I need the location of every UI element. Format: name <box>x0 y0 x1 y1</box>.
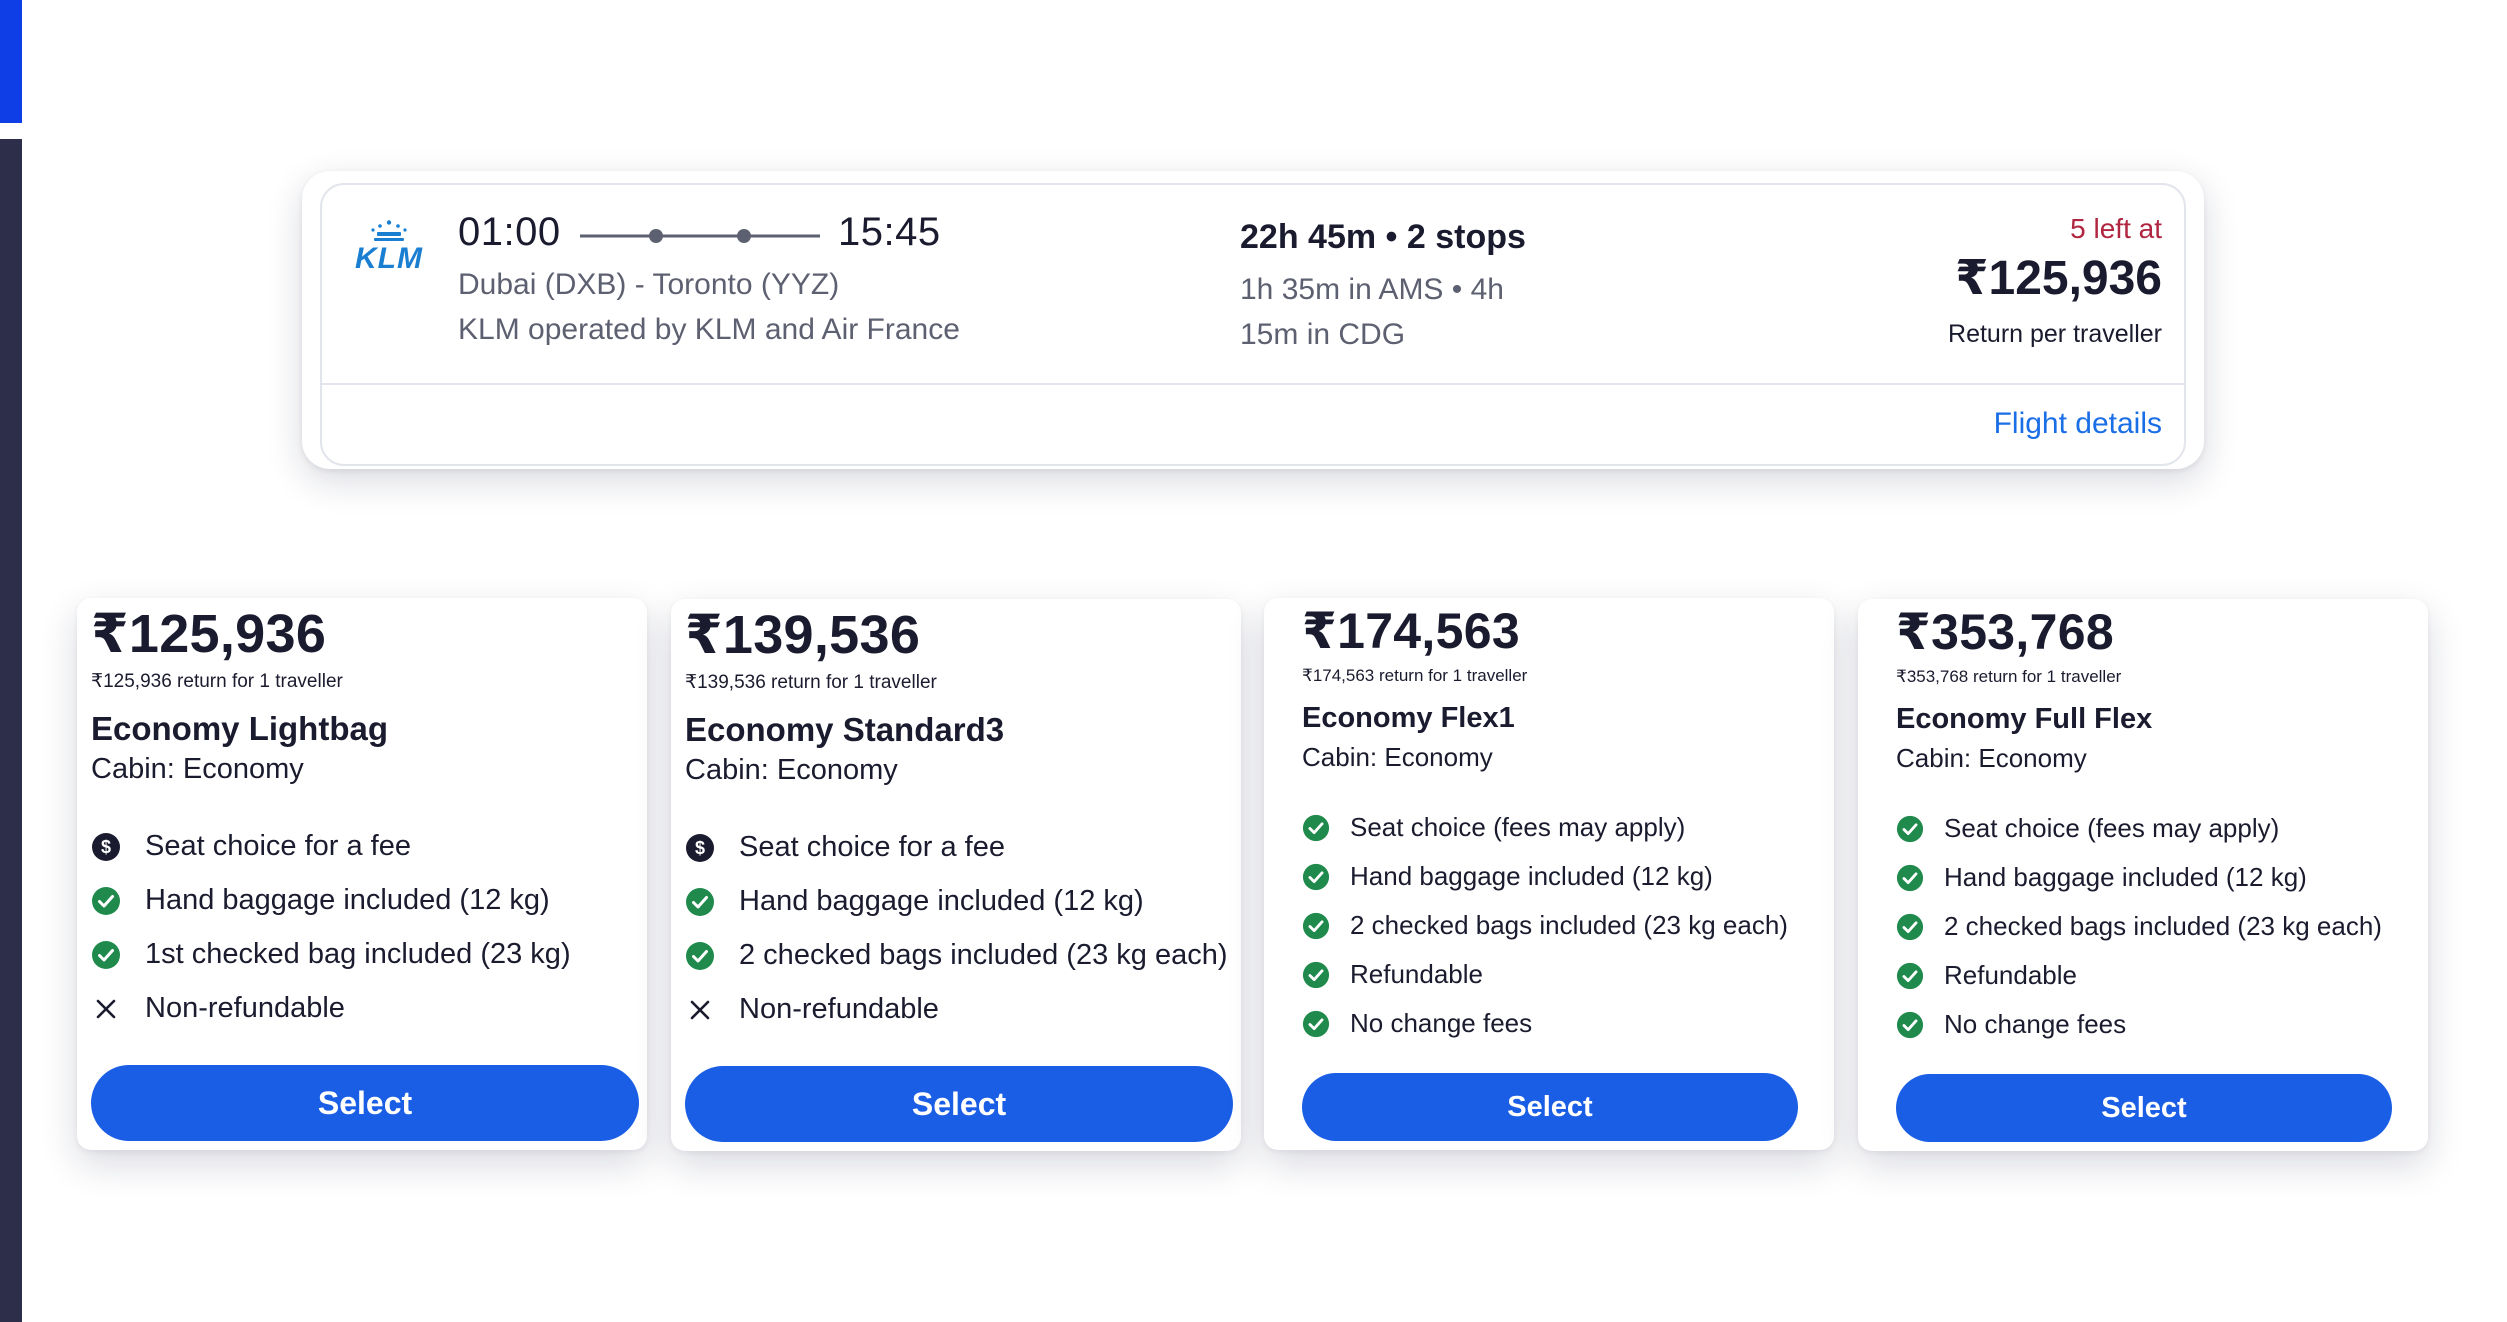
operator-text: KLM operated by KLM and Air France <box>458 313 960 346</box>
fare-feature: Non-refundable <box>685 993 939 1026</box>
fare-feature-text: 2 checked bags included (23 kg each) <box>1350 910 1788 940</box>
fare-feature: 2 checked bags included (23 kg each) <box>685 939 1227 972</box>
seats-left-badge: 5 left at <box>2070 213 2162 244</box>
fare-feature-text: No change fees <box>1944 1009 2127 1039</box>
fare-feature: $ Seat choice for a fee <box>91 830 411 863</box>
fare-card[interactable]: ₹125,936 ₹125,936 return for 1 traveller E… <box>77 598 647 1150</box>
crown-icon <box>371 220 407 241</box>
fare-name: Economy Full Flex <box>1896 703 2153 735</box>
fare-feature-text: Hand baggage included (12 kg) <box>1350 861 1713 891</box>
fare-feature: Seat choice (fees may apply) <box>1302 812 1685 843</box>
check-icon <box>1896 815 1924 843</box>
fare-name: Economy Flex1 <box>1302 702 1515 734</box>
dollar-icon: $ <box>685 833 715 863</box>
select-fare-button[interactable]: Select <box>1896 1074 2392 1142</box>
airline-name: KLM <box>355 242 423 275</box>
side-rail <box>0 139 22 1322</box>
fare-feature: 1st checked bag included (23 kg) <box>91 938 571 971</box>
fare-feature-text: Hand baggage included (12 kg) <box>739 885 1144 917</box>
svg-text:$: $ <box>101 837 111 857</box>
fare-card[interactable]: ₹174,563 ₹174,563 return for 1 traveller E… <box>1264 598 1834 1150</box>
check-icon <box>1896 864 1924 892</box>
layover-info: 1h 35m in AMS • 4h <box>1240 273 1504 306</box>
fare-feature-text: Hand baggage included (12 kg) <box>145 884 550 916</box>
check-icon <box>91 886 121 916</box>
check-icon <box>685 941 715 971</box>
fare-feature: Hand baggage included (12 kg) <box>685 885 1144 918</box>
select-fare-button[interactable]: Select <box>91 1065 639 1141</box>
fare-feature: Refundable <box>1896 960 2077 991</box>
flight-price: ₹125,936 <box>1955 252 2162 305</box>
fare-price-note: ₹125,936 return for 1 traveller <box>91 671 343 692</box>
check-icon <box>1896 962 1924 990</box>
arrival-time: 15:45 <box>838 210 941 254</box>
fare-cabin: Cabin: Economy <box>91 753 304 785</box>
cross-icon <box>91 994 121 1024</box>
fare-cabin: Cabin: Economy <box>1896 743 2087 773</box>
check-icon <box>685 887 715 917</box>
duration-stops: 22h 45m • 2 stops <box>1240 218 1526 256</box>
dollar-icon: $ <box>91 832 121 862</box>
fare-feature-text: 2 checked bags included (23 kg each) <box>739 939 1228 971</box>
flight-details-link[interactable]: Flight details <box>1993 407 2162 440</box>
cross-icon <box>685 995 715 1025</box>
check-icon <box>91 940 121 970</box>
fare-feature: 2 checked bags included (23 kg each) <box>1302 910 1788 941</box>
fare-feature: No change fees <box>1302 1008 1532 1039</box>
fare-feature: Hand baggage included (12 kg) <box>1896 862 2307 893</box>
card-divider <box>322 383 2184 385</box>
price-note: Return per traveller <box>1948 320 2162 348</box>
flight-summary-inner <box>320 183 2186 466</box>
fare-price: ₹353,768 <box>1896 604 2114 660</box>
fare-feature-text: Refundable <box>1350 959 1483 989</box>
fare-price-note: ₹139,536 return for 1 traveller <box>685 672 937 693</box>
fare-price-note: ₹174,563 return for 1 traveller <box>1302 666 1528 685</box>
svg-text:$: $ <box>695 838 705 858</box>
fare-feature-text: Non-refundable <box>739 993 939 1025</box>
fare-feature: No change fees <box>1896 1009 2126 1040</box>
select-fare-button[interactable]: Select <box>1302 1073 1798 1141</box>
check-icon <box>1896 1011 1924 1039</box>
fare-feature-text: Seat choice for a fee <box>145 830 411 862</box>
fare-price: ₹125,936 <box>91 604 327 664</box>
fare-price-note: ₹353,768 return for 1 traveller <box>1896 667 2122 686</box>
fare-feature-text: Non-refundable <box>145 992 345 1024</box>
fare-feature-text: Seat choice (fees may apply) <box>1944 813 2280 843</box>
fare-feature-text: Refundable <box>1944 960 2077 990</box>
check-icon <box>1896 913 1924 941</box>
fare-card[interactable]: ₹353,768 ₹353,768 return for 1 traveller E… <box>1858 599 2428 1151</box>
fare-feature-text: Hand baggage included (12 kg) <box>1944 862 2307 892</box>
klm-logo: KLM <box>348 220 430 276</box>
fare-feature-text: 1st checked bag included (23 kg) <box>145 938 571 970</box>
fare-name: Economy Standard3 <box>685 711 1005 748</box>
fare-feature-text: Seat choice (fees may apply) <box>1350 812 1686 842</box>
fare-feature: 2 checked bags included (23 kg each) <box>1896 911 2382 942</box>
check-icon <box>1302 961 1330 989</box>
check-icon <box>1302 814 1330 842</box>
fare-cabin: Cabin: Economy <box>685 754 898 786</box>
fare-cabin: Cabin: Economy <box>1302 742 1493 772</box>
departure-time: 01:00 <box>458 210 561 254</box>
fare-feature: Seat choice (fees may apply) <box>1896 813 2279 844</box>
fare-feature: Refundable <box>1302 959 1483 990</box>
fare-feature-text: No change fees <box>1350 1008 1533 1038</box>
fare-feature-text: 2 checked bags included (23 kg each) <box>1944 911 2382 941</box>
fare-feature: Hand baggage included (12 kg) <box>1302 861 1713 892</box>
fare-price: ₹139,536 <box>685 605 921 665</box>
accent-bar <box>0 0 22 123</box>
fare-feature: Hand baggage included (12 kg) <box>91 884 550 917</box>
fare-price: ₹174,563 <box>1302 603 1520 659</box>
fare-feature: Non-refundable <box>91 992 345 1025</box>
select-fare-button[interactable]: Select <box>685 1066 1233 1142</box>
fare-feature-text: Seat choice for a fee <box>739 831 1005 863</box>
check-icon <box>1302 863 1330 891</box>
route-text: Dubai (DXB) - Toronto (YYZ) <box>458 268 840 301</box>
fare-name: Economy Lightbag <box>91 710 388 747</box>
fare-card[interactable]: ₹139,536 ₹139,536 return for 1 traveller E… <box>671 599 1241 1151</box>
check-icon <box>1302 912 1330 940</box>
layover-info: 15m in CDG <box>1240 318 1406 351</box>
route-stops-line <box>580 229 820 243</box>
fare-feature: $ Seat choice for a fee <box>685 831 1005 864</box>
check-icon <box>1302 1010 1330 1038</box>
